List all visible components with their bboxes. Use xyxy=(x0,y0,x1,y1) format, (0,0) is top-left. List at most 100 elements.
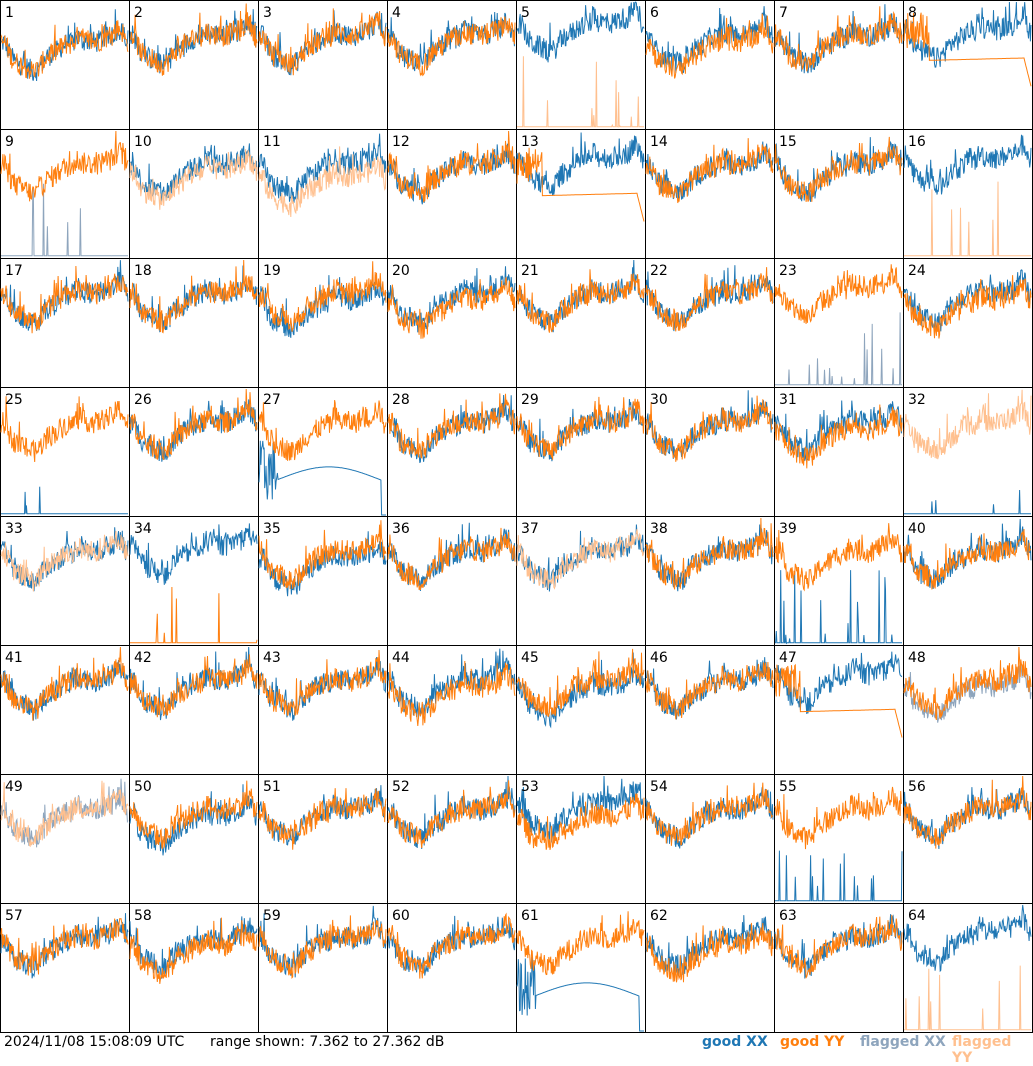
panel-51: 51 xyxy=(258,774,388,904)
panel-frame xyxy=(0,903,130,1033)
series-good-yy xyxy=(645,395,774,462)
series-good-yy xyxy=(645,138,774,204)
panel-54: 54 xyxy=(645,774,775,904)
series-good-yy xyxy=(129,654,258,718)
series-good-yy xyxy=(387,130,516,203)
series-good-yy xyxy=(129,388,258,461)
panel-19: 19 xyxy=(258,258,388,388)
panel-28: 28 xyxy=(387,387,517,517)
panel-label: 37 xyxy=(521,521,539,537)
series-good-yy xyxy=(258,8,387,76)
panel-frame xyxy=(645,129,775,259)
range-label: range shown: 7.362 to 27.362 dB xyxy=(210,1034,445,1050)
panel-47: 47 xyxy=(774,645,904,775)
panel-40: 40 xyxy=(903,516,1033,646)
panel-33: 33 xyxy=(0,516,130,646)
panel-30: 30 xyxy=(645,387,775,517)
series-good-yy xyxy=(129,3,258,76)
series-good-yy xyxy=(774,786,903,850)
panel-label: 20 xyxy=(392,263,410,279)
panel-label: 27 xyxy=(263,392,281,408)
panel-label: 29 xyxy=(521,392,539,408)
series-flagged-xx xyxy=(1,183,128,257)
series-good-xx xyxy=(387,266,516,333)
panel-label: 22 xyxy=(650,263,668,279)
panel-29: 29 xyxy=(516,387,646,517)
panel-35: 35 xyxy=(258,516,388,646)
series-good-yy xyxy=(387,393,516,459)
series-good-xx xyxy=(516,652,645,729)
panel-31: 31 xyxy=(774,387,904,517)
series-good-yy xyxy=(516,147,645,222)
panel-34: 34 xyxy=(129,516,259,646)
series-good-yy xyxy=(645,13,774,79)
panel-44: 44 xyxy=(387,645,517,775)
panel-label: 19 xyxy=(263,263,281,279)
panel-label: 23 xyxy=(779,263,797,279)
panel-frame xyxy=(516,774,646,904)
panel-37: 37 xyxy=(516,516,646,646)
series-flagged-xx xyxy=(775,312,902,386)
series-good-yy xyxy=(387,780,516,849)
panel-41: 41 xyxy=(0,645,130,775)
panel-15: 15 xyxy=(774,129,904,259)
panel-58: 58 xyxy=(129,903,259,1033)
series-good-yy xyxy=(0,130,129,202)
panel-36: 36 xyxy=(387,516,517,646)
series-good-yy xyxy=(516,911,645,976)
series-good-xx xyxy=(775,570,902,645)
series-good-yy xyxy=(903,275,1032,339)
series-good-yy xyxy=(903,12,1032,87)
series-good-xx xyxy=(258,133,387,203)
series-good-xx xyxy=(516,775,645,843)
series-good-xx xyxy=(516,132,645,196)
timestamp: 2024/11/08 15:08:09 UTC xyxy=(4,1034,185,1050)
panel-label: 28 xyxy=(392,392,410,408)
panel-18: 18 xyxy=(129,258,259,388)
series-good-yy xyxy=(0,917,129,976)
panel-60: 60 xyxy=(387,903,517,1033)
panel-label: 11 xyxy=(263,134,281,150)
panel-50: 50 xyxy=(129,774,259,904)
panel-5: 5 xyxy=(516,0,646,130)
series-good-xx xyxy=(258,657,387,721)
panel-63: 63 xyxy=(774,903,904,1033)
panel-label: 7 xyxy=(779,5,788,21)
panel-label: 52 xyxy=(392,779,410,795)
series-good-xx xyxy=(903,904,1032,973)
panel-52: 52 xyxy=(387,774,517,904)
series-good-yy xyxy=(258,915,387,979)
panel-label: 9 xyxy=(5,134,14,150)
series-good-yy xyxy=(645,922,774,983)
panel-59: 59 xyxy=(258,903,388,1033)
series-good-yy xyxy=(774,523,903,592)
panel-frame xyxy=(516,903,646,1033)
panel-label: 1 xyxy=(5,5,14,21)
panel-46: 46 xyxy=(645,645,775,775)
panel-25: 25 xyxy=(0,387,130,517)
panel-label: 30 xyxy=(650,392,668,408)
panel-9: 9 xyxy=(0,129,130,259)
series-flagged-yy xyxy=(903,389,1032,460)
panel-label: 64 xyxy=(908,908,926,924)
panel-label: 3 xyxy=(263,5,272,21)
series-good-yy xyxy=(516,793,645,850)
panel-label: 41 xyxy=(5,650,23,666)
panel-label: 49 xyxy=(5,779,23,795)
panel-26: 26 xyxy=(129,387,259,517)
series-good-yy xyxy=(258,520,387,590)
series-good-xx xyxy=(129,143,258,202)
panel-label: 61 xyxy=(521,908,539,924)
panel-label: 25 xyxy=(5,392,23,408)
panel-label: 51 xyxy=(263,779,281,795)
panel-48: 48 xyxy=(903,645,1033,775)
series-good-xx xyxy=(903,1,1032,68)
panel-label: 5 xyxy=(521,5,530,21)
series-good-xx xyxy=(516,956,644,1032)
panel-20: 20 xyxy=(387,258,517,388)
panel-2: 2 xyxy=(129,0,259,130)
panel-frame xyxy=(645,0,775,130)
panel-56: 56 xyxy=(903,774,1033,904)
panel-16: 16 xyxy=(903,129,1033,259)
